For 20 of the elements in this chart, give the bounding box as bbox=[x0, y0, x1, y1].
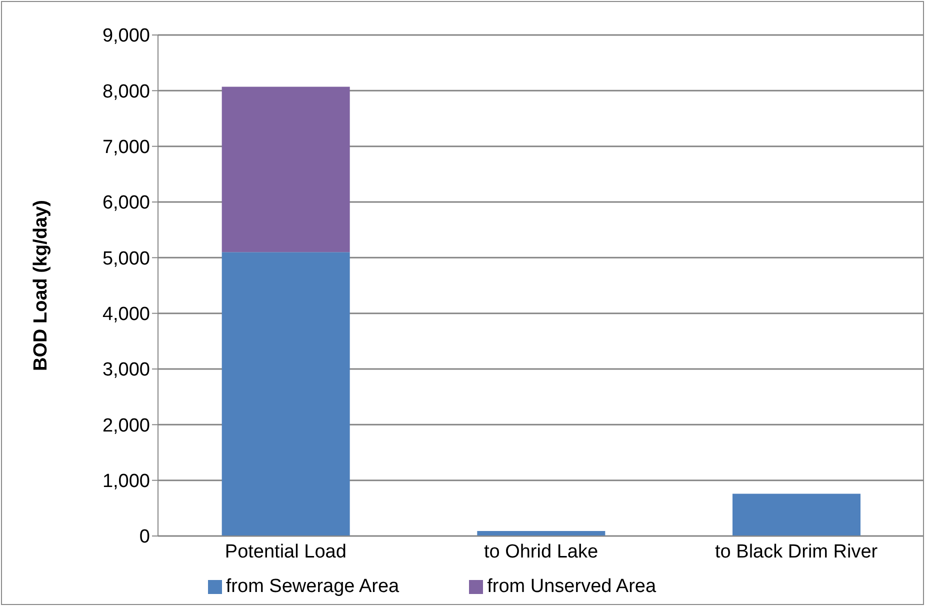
y-tick-label: 5,000 bbox=[102, 248, 150, 270]
y-tick-label: 6,000 bbox=[102, 192, 150, 214]
y-tick-label: 3,000 bbox=[102, 360, 150, 381]
y-tick-label: 2,000 bbox=[102, 415, 150, 436]
y-tick-label: 4,000 bbox=[102, 304, 150, 326]
y-tick-label: 9,000 bbox=[102, 26, 150, 47]
x-tick-label: Potential Load bbox=[224, 541, 346, 562]
y-tick-label: 8,000 bbox=[102, 81, 150, 102]
bar bbox=[732, 494, 860, 536]
x-tick-label: to Black Drim River bbox=[715, 541, 878, 562]
bar bbox=[477, 530, 606, 536]
y-axis-title: BOD Load (kg/day) bbox=[30, 200, 52, 372]
x-tick-label: to Ohrid Lake bbox=[484, 541, 598, 562]
y-tick-label: 1,000 bbox=[102, 471, 150, 492]
bar bbox=[222, 252, 350, 536]
legend-label: from Sewerage Area bbox=[226, 576, 400, 597]
bar bbox=[222, 86, 350, 252]
y-tick-label: 0 bbox=[139, 526, 150, 548]
y-tick-label: 7,000 bbox=[102, 137, 150, 158]
legend-label: from Unserved Area bbox=[487, 576, 656, 597]
